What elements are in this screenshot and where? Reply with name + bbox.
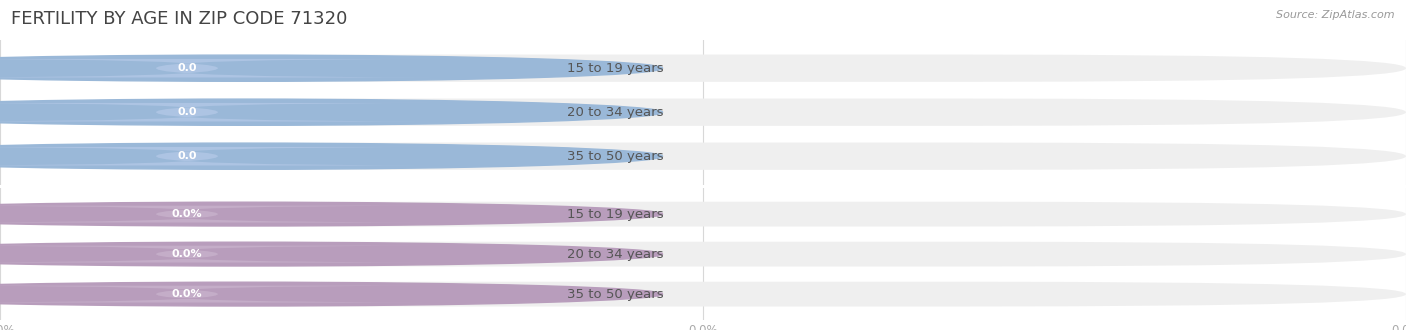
FancyBboxPatch shape: [0, 54, 1406, 82]
FancyBboxPatch shape: [0, 286, 453, 303]
FancyBboxPatch shape: [0, 282, 1406, 307]
Text: 15 to 19 years: 15 to 19 years: [567, 208, 664, 220]
FancyBboxPatch shape: [0, 202, 1406, 226]
Text: 20 to 34 years: 20 to 34 years: [567, 248, 664, 261]
Text: 0.0%: 0.0%: [172, 209, 202, 219]
Text: 0.0: 0.0: [177, 151, 197, 161]
FancyBboxPatch shape: [0, 103, 453, 121]
Circle shape: [0, 99, 662, 125]
FancyBboxPatch shape: [0, 246, 453, 263]
FancyBboxPatch shape: [0, 143, 1406, 170]
Text: 0.0%: 0.0%: [172, 289, 202, 299]
Text: 35 to 50 years: 35 to 50 years: [567, 288, 664, 301]
Text: 35 to 50 years: 35 to 50 years: [567, 150, 664, 163]
FancyBboxPatch shape: [0, 206, 453, 222]
FancyBboxPatch shape: [0, 242, 1406, 267]
Circle shape: [0, 242, 662, 266]
Text: 20 to 34 years: 20 to 34 years: [567, 106, 664, 119]
Text: 0.0%: 0.0%: [172, 249, 202, 259]
FancyBboxPatch shape: [0, 99, 1406, 126]
Text: 0.0: 0.0: [177, 107, 197, 117]
Circle shape: [0, 282, 662, 306]
Text: Source: ZipAtlas.com: Source: ZipAtlas.com: [1277, 10, 1395, 20]
FancyBboxPatch shape: [0, 147, 453, 165]
Circle shape: [0, 143, 662, 169]
Text: FERTILITY BY AGE IN ZIP CODE 71320: FERTILITY BY AGE IN ZIP CODE 71320: [11, 10, 347, 28]
FancyBboxPatch shape: [0, 59, 453, 78]
Circle shape: [0, 55, 662, 81]
Circle shape: [0, 202, 662, 226]
Text: 15 to 19 years: 15 to 19 years: [567, 62, 664, 75]
Text: 0.0: 0.0: [177, 63, 197, 73]
